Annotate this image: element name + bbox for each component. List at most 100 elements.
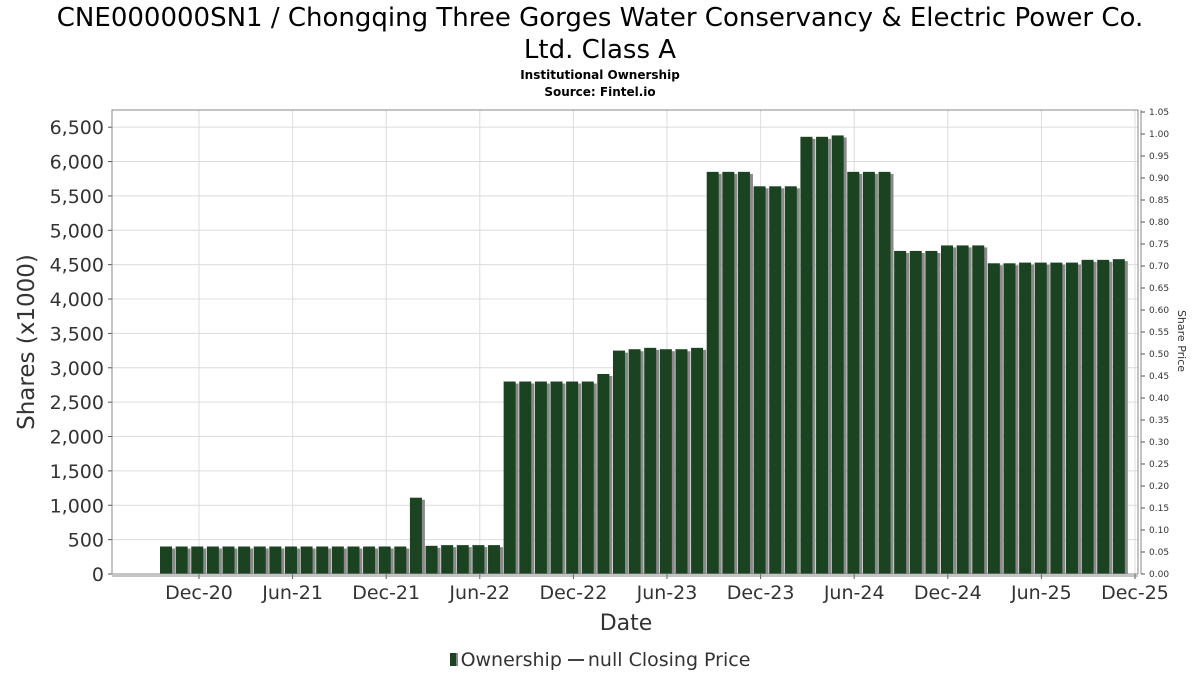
bar <box>206 546 219 574</box>
bar <box>1097 259 1110 574</box>
y2-tick-label: 1.00 <box>1149 130 1169 140</box>
bar <box>191 546 204 574</box>
chart-title-line1: CNE000000SN1 / Chongqing Three Gorges Wa… <box>56 3 1144 33</box>
legend-price-swatch <box>567 658 584 661</box>
bar <box>519 381 532 574</box>
y2-tick-label: 0.60 <box>1149 306 1169 316</box>
x-tick-label: Dec-20 <box>165 582 233 604</box>
x-tick-label: Jun-21 <box>261 582 323 604</box>
bar <box>1019 262 1032 574</box>
y2-tick-label: 0.50 <box>1149 350 1169 360</box>
bar <box>1112 259 1125 574</box>
bar <box>847 171 860 574</box>
bar <box>581 381 594 574</box>
bar <box>566 381 579 574</box>
x-tick-label: Dec-23 <box>727 582 795 604</box>
bar <box>753 186 766 574</box>
bar <box>1081 259 1094 574</box>
bar <box>488 545 501 574</box>
legend-ownership-label: Ownership <box>460 648 562 671</box>
bar <box>331 546 344 574</box>
x-tick-label: Dec-24 <box>914 582 982 604</box>
bar <box>894 250 907 574</box>
bar <box>503 381 516 574</box>
bar <box>1050 262 1063 574</box>
y-tick-label: 1,500 <box>50 461 104 483</box>
plot-frame <box>111 109 1139 575</box>
y2-tick-label: 0.85 <box>1149 196 1169 206</box>
bar <box>691 347 704 574</box>
chart-subtitle: Institutional Ownership <box>520 68 680 82</box>
y2-tick-label: 0.10 <box>1149 526 1169 536</box>
bar <box>253 546 266 574</box>
bar <box>1003 263 1016 574</box>
bar <box>534 381 547 574</box>
bar <box>628 349 641 574</box>
bar <box>972 245 985 575</box>
bar <box>300 546 313 574</box>
y2-tick-label: 0.70 <box>1149 262 1169 272</box>
bar <box>675 349 688 574</box>
bar <box>659 349 672 574</box>
y2-tick-label: 0.65 <box>1149 284 1169 294</box>
legend: Ownership null Closing Price <box>0 648 1200 671</box>
y2-tick-label: 1.05 <box>1149 108 1169 118</box>
bar <box>363 546 376 574</box>
bar <box>1065 262 1078 574</box>
y-tick-label: 2,000 <box>50 427 104 449</box>
y-axis-label: Shares (x1000) <box>14 254 40 430</box>
bar <box>800 136 813 574</box>
y-tick-label: 0 <box>92 564 104 586</box>
bar <box>987 263 1000 574</box>
bar <box>441 545 454 574</box>
x-tick-label: Dec-25 <box>1101 582 1169 604</box>
y2-tick-label: 0.90 <box>1149 174 1169 184</box>
chart-source: Source: Fintel.io <box>544 85 656 99</box>
bar <box>909 250 922 574</box>
y-tick-label: 5,500 <box>50 186 104 208</box>
bar <box>925 250 938 574</box>
x-tick-label: Jun-23 <box>636 582 698 604</box>
y2-axis-label: Share Price <box>1175 310 1188 372</box>
legend-price-label: null Closing Price <box>587 648 751 671</box>
y-tick-label: 2,500 <box>50 392 104 414</box>
x-axis-label: Date <box>600 611 653 636</box>
bar <box>706 171 719 574</box>
bar <box>316 546 329 574</box>
bar <box>816 136 829 574</box>
y2-tick-label: 0.55 <box>1149 328 1169 338</box>
y2-tick-label: 0.20 <box>1149 482 1169 492</box>
y2-tick-label: 0.05 <box>1149 548 1169 558</box>
y-tick-label: 3,500 <box>50 323 104 345</box>
x-tick-label: Jun-24 <box>823 582 885 604</box>
bar <box>175 546 188 574</box>
x-tick-label: Jun-22 <box>448 582 510 604</box>
y2-tick-label: 0.15 <box>1149 504 1169 514</box>
bar <box>347 546 360 574</box>
bar <box>644 347 657 574</box>
bar <box>722 171 735 574</box>
y-tick-label: 6,000 <box>50 152 104 174</box>
bar <box>378 546 391 574</box>
x-tick-label: Jun-25 <box>1010 582 1072 604</box>
bar <box>597 373 610 574</box>
bar <box>1034 262 1047 574</box>
bar <box>456 545 469 574</box>
y2-tick-label: 0.30 <box>1149 438 1169 448</box>
bar <box>737 171 750 574</box>
y-tick-label: 5,000 <box>50 220 104 242</box>
bar <box>784 186 797 574</box>
bar <box>425 545 438 574</box>
bar <box>550 381 563 574</box>
y2-tick-label: 0.80 <box>1149 218 1169 228</box>
y2-tick-label: 0.25 <box>1149 460 1169 470</box>
bar <box>238 546 251 574</box>
bar <box>831 135 844 574</box>
y-tick-label: 4,000 <box>50 289 104 311</box>
chart-title-line2: Ltd. Class A <box>523 35 677 65</box>
y2-tick-label: 0.75 <box>1149 240 1169 250</box>
bar <box>269 546 282 574</box>
x-tick-label: Dec-22 <box>539 582 607 604</box>
bar <box>956 245 969 575</box>
